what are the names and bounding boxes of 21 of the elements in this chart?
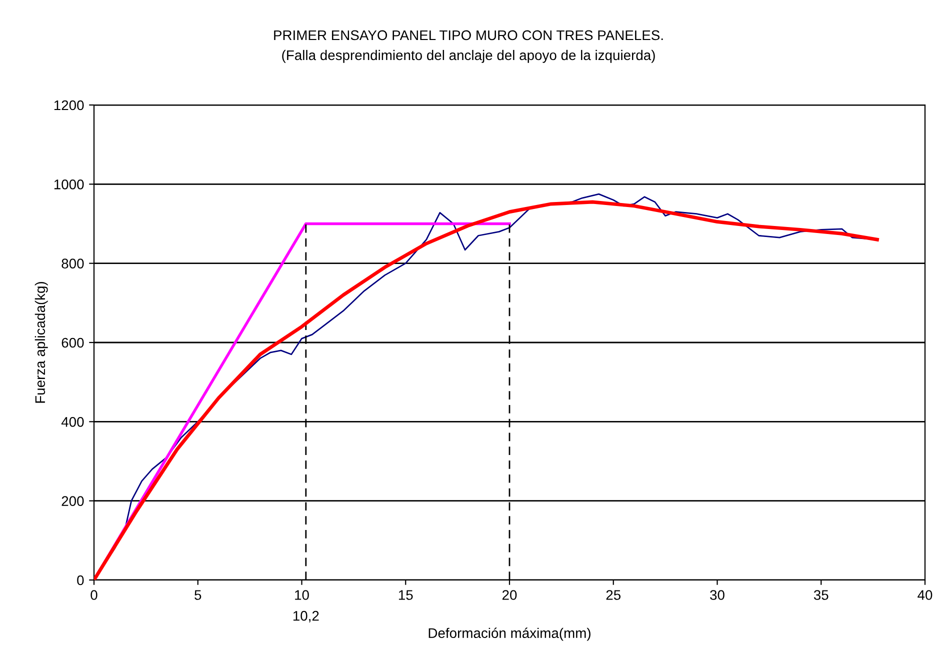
y-axis-title: Fuerza aplicada(kg) bbox=[34, 282, 48, 403]
x-tick-label: 0 bbox=[90, 590, 98, 600]
y-tick-label: 1000 bbox=[54, 180, 84, 190]
x-tick-label: 10 bbox=[295, 590, 309, 600]
x-tick-label: 15 bbox=[398, 590, 413, 600]
chart-title: PRIMER ENSAYO PANEL TIPO MURO CON TRES PANELES. bbox=[274, 30, 663, 40]
y-tick-label: 200 bbox=[62, 496, 84, 506]
y-tick-label: 0 bbox=[77, 575, 84, 586]
y-tick-label: 600 bbox=[62, 338, 84, 348]
y-tick-label: 1200 bbox=[54, 100, 84, 110]
x-tick-label: 25 bbox=[606, 590, 621, 600]
x-tick-label: 5 bbox=[194, 590, 202, 600]
x-tick-label: 40 bbox=[918, 590, 932, 600]
chart-subtitle: (Falla desprendimiento del anclaje del apoyo de la izquierda) bbox=[282, 50, 655, 63]
annotation: 10,2 bbox=[293, 610, 319, 622]
x-tick-label: 20 bbox=[502, 590, 517, 600]
x-axis-title: Deformación máxima(mm) bbox=[428, 628, 590, 641]
y-tick-label: 400 bbox=[61, 417, 84, 427]
y-tick-label: 800 bbox=[62, 258, 84, 269]
x-tick-label: 35 bbox=[814, 590, 828, 600]
x-tick-label: 30 bbox=[710, 590, 724, 600]
